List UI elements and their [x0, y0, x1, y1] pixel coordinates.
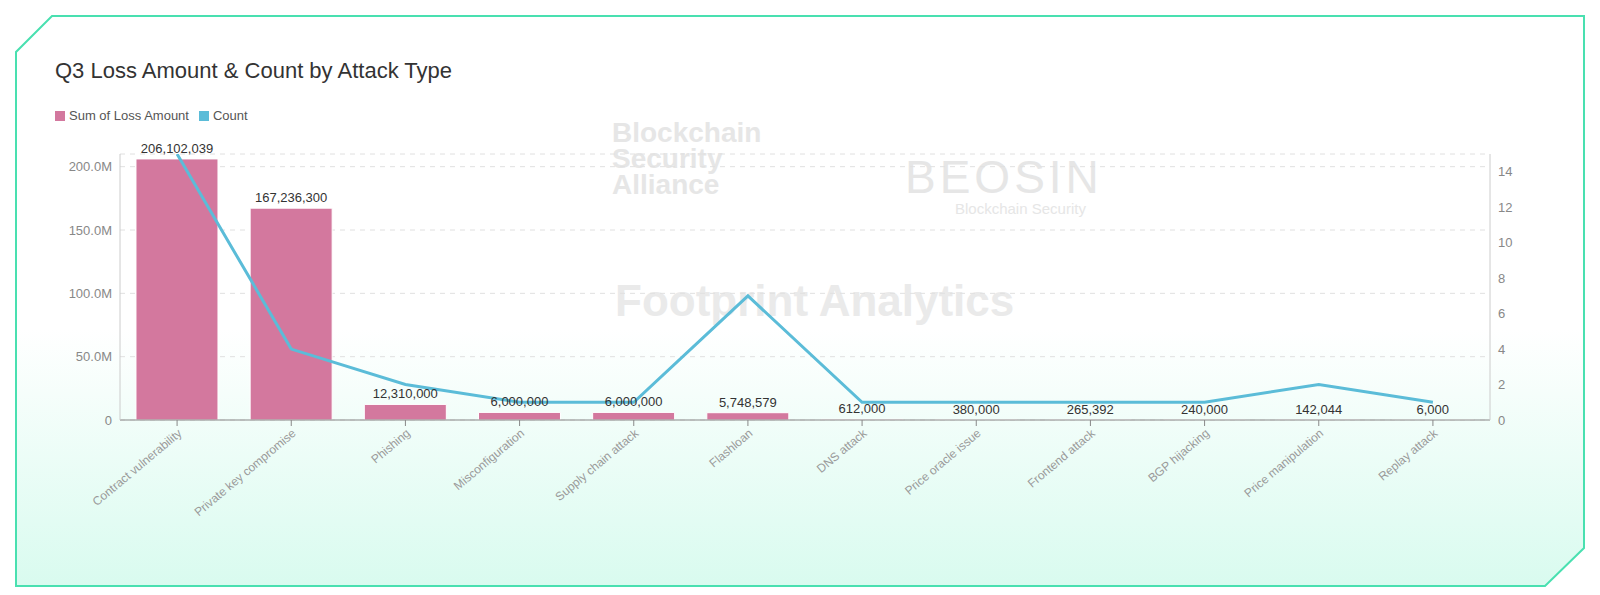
html-text:Blockchain Security Alliance: Blockchain Security Alliance [612, 117, 762, 200]
svg-text:200.0M: 200.0M [69, 159, 112, 174]
svg-text:142,044: 142,044 [1295, 402, 1342, 417]
svg-text:6,000,000: 6,000,000 [491, 394, 549, 409]
svg-text:265,392: 265,392 [1067, 402, 1114, 417]
svg-text:BGP hijacking: BGP hijacking [1145, 426, 1212, 485]
svg-text:Misconfiguration: Misconfiguration [451, 426, 527, 493]
html-text:BEOSIN: BEOSIN [905, 151, 1103, 203]
html-text:Sum of Loss Amount: Sum of Loss Amount [69, 108, 189, 123]
svg-text:6,000: 6,000 [1417, 402, 1450, 417]
svg-text:Flashloan: Flashloan [706, 426, 755, 470]
svg-text:0: 0 [1498, 413, 1505, 428]
svg-text:Supply chain attack: Supply chain attack [552, 425, 641, 503]
svg-text:Private key compromise: Private key compromise [192, 426, 299, 519]
svg-text:Price oracle issue: Price oracle issue [902, 426, 984, 498]
svg-text:50.0M: 50.0M [76, 349, 112, 364]
svg-text:612,000: 612,000 [838, 401, 885, 416]
html-text:Q3 Loss Amount & Count by Atta: Q3 Loss Amount & Count by Attack Type [55, 58, 452, 83]
svg-text:4: 4 [1498, 342, 1505, 357]
svg-text:150.0M: 150.0M [69, 223, 112, 238]
svg-text:206,102,039: 206,102,039 [141, 141, 213, 156]
svg-text:2: 2 [1498, 377, 1505, 392]
svg-text:12,310,000: 12,310,000 [373, 386, 438, 401]
svg-text:240,000: 240,000 [1181, 402, 1228, 417]
svg-text:5,748,579: 5,748,579 [719, 395, 777, 410]
svg-text:Phishing: Phishing [369, 426, 413, 466]
svg-text:Contract vulnerability: Contract vulnerability [90, 426, 185, 509]
svg-text:100.0M: 100.0M [69, 286, 112, 301]
svg-text:0: 0 [105, 413, 112, 428]
html-text:Footprint Analytics: Footprint Analytics [615, 276, 1015, 325]
svg-text:DNS attack: DNS attack [814, 425, 870, 475]
svg-text:380,000: 380,000 [953, 402, 1000, 417]
svg-text:Price manipulation: Price manipulation [1242, 426, 1327, 500]
html-text:Count: Count [213, 108, 248, 123]
svg-text:Frontend attack: Frontend attack [1025, 425, 1099, 490]
svg-text:10: 10 [1498, 235, 1512, 250]
svg-text:167,236,300: 167,236,300 [255, 190, 327, 205]
svg-text:Replay attack: Replay attack [1376, 425, 1441, 483]
svg-text:12: 12 [1498, 200, 1512, 215]
svg-text:6,000,000: 6,000,000 [605, 394, 663, 409]
svg-text:6: 6 [1498, 306, 1505, 321]
svg-text:14: 14 [1498, 164, 1512, 179]
html-text:Blockchain Security: Blockchain Security [955, 200, 1086, 217]
svg-text:8: 8 [1498, 271, 1505, 286]
